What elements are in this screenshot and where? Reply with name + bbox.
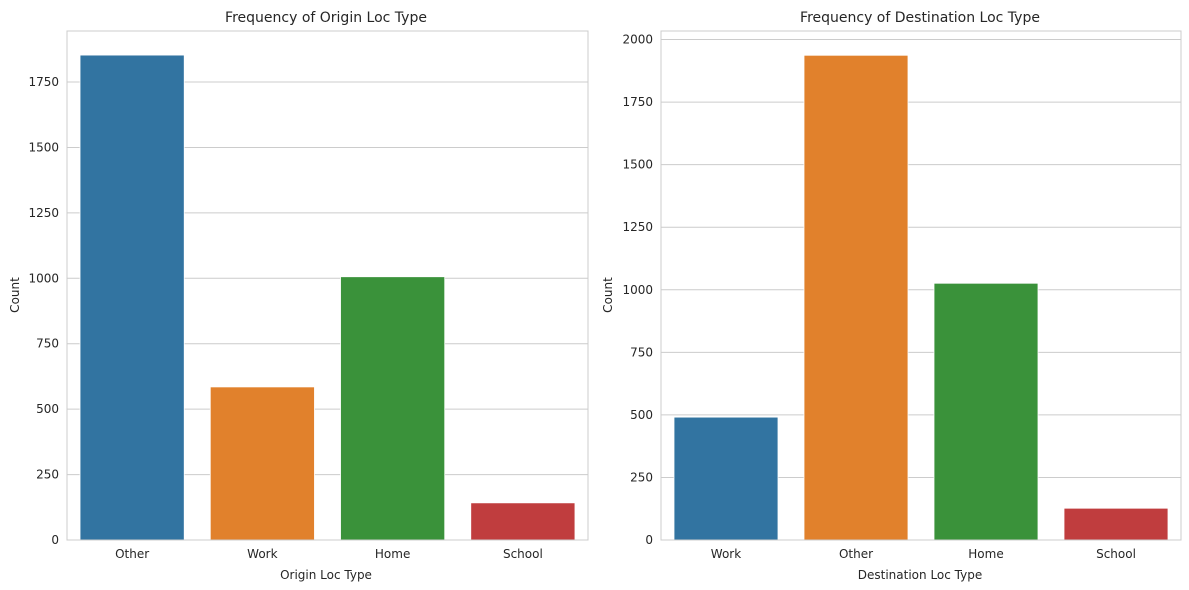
- destination-bar-work: [673, 416, 779, 541]
- origin-y-axis-label: Count: [8, 277, 22, 313]
- origin-y-tick-label: 1250: [28, 206, 59, 220]
- origin-bar-other: [79, 54, 185, 541]
- origin-axes-frame: [66, 30, 589, 541]
- destination-y-tick-label: 1500: [622, 158, 653, 172]
- destination-x-axis-label: Destination Loc Type: [858, 568, 982, 582]
- destination-y-tick-label: 750: [630, 345, 653, 359]
- origin-chart-title: Frequency of Origin Loc Type: [225, 10, 427, 26]
- origin-y-tick-label: 1000: [28, 271, 59, 285]
- origin-bar-work: [209, 386, 315, 541]
- origin-x-tick-label: Work: [247, 547, 277, 561]
- origin-x-tick-label: Home: [375, 547, 410, 561]
- destination-y-tick-label: 1750: [622, 95, 653, 109]
- origin-y-tick-label: 750: [36, 337, 59, 351]
- origin-y-tick-label: 0: [51, 533, 59, 547]
- destination-y-tick-label: 500: [630, 408, 653, 422]
- destination-y-tick-label: 250: [630, 470, 653, 484]
- destination-y-axis-label: Count: [601, 277, 615, 313]
- origin-y-tick-label: 1500: [28, 140, 59, 154]
- destination-x-tick-label: School: [1096, 547, 1136, 561]
- destination-x-tick-label: Other: [839, 547, 873, 561]
- origin-bar-school: [470, 502, 576, 541]
- destination-y-tick-label: 1250: [622, 220, 653, 234]
- origin-x-axis-label: Origin Loc Type: [280, 568, 372, 582]
- destination-x-tick-label: Home: [968, 547, 1003, 561]
- origin-y-tick-label: 500: [36, 402, 59, 416]
- destination-bar-home: [933, 282, 1039, 541]
- destination-y-tick-label: 1000: [622, 283, 653, 297]
- destination-bar-other: [803, 54, 909, 541]
- destination-chart-panel: Frequency of Destination Loc Type Destin…: [601, 10, 1182, 582]
- destination-chart-title: Frequency of Destination Loc Type: [800, 10, 1040, 26]
- destination-y-tick-label: 2000: [622, 33, 653, 47]
- destination-bar-school: [1063, 507, 1169, 541]
- destination-axes-frame: [660, 30, 1182, 541]
- destination-y-tick-label: 0: [645, 533, 653, 547]
- origin-x-tick-label: School: [503, 547, 543, 561]
- origin-bar-home: [340, 276, 446, 541]
- origin-x-tick-label: Other: [115, 547, 149, 561]
- origin-y-tick-label: 250: [36, 468, 59, 482]
- origin-chart-panel: Frequency of Origin Loc Type Origin Loc …: [8, 10, 589, 582]
- destination-x-tick-label: Work: [711, 547, 741, 561]
- origin-y-tick-label: 1750: [28, 75, 59, 89]
